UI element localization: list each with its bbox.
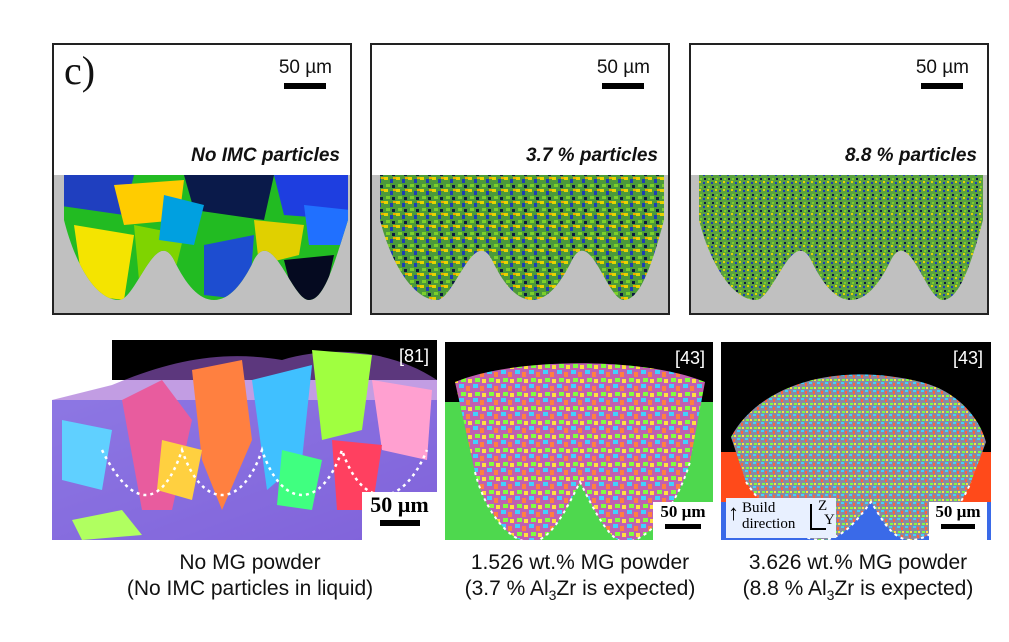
scale-bar: 50 µm [362,492,437,540]
caption-line2: (3.7 % Al3Zr is expected) [464,577,696,604]
scale-label: 50 µm [915,57,969,78]
scale-bar-line [941,524,975,529]
scale-bar: 50 µm [929,502,987,540]
axis-y-label: Y [824,512,835,528]
reference-label: [81] [398,346,429,366]
caption-line1: No MG powder [179,551,321,574]
scale-bar: 50 µm [653,502,713,540]
reference-label: [43] [674,348,705,368]
ebsd-map-no-mg: [81] 50 µm [52,340,437,540]
build-arrow-icon: ↑ [728,500,739,525]
scale-label: 50 µm [370,492,429,517]
scale-label: 50 µm [935,502,981,521]
sim-grain-map-finest [691,175,987,313]
caption-line1: 3.626 wt.% MG powder [748,551,968,574]
sim-grain-map-fine [372,175,668,313]
scale-bar-line [284,83,327,89]
build-direction-label: Build direction [742,500,796,532]
sim-grain-map-coarse [54,175,350,313]
axes-icon [810,504,826,530]
scale-label: 50 µm [596,57,650,78]
sim-panel-8-8: 50 µm 8.8 % particles [689,43,989,315]
scale-bar-line [379,520,420,526]
scale-bar-line [602,83,645,89]
caption-3-626: 3.626 wt.% MG powder (8.8 % Al3Zr is exp… [718,550,998,608]
scale-label: 50 µm [278,57,332,78]
scale-label: 50 µm [660,502,706,521]
sim-panel-no-imc: c) 50 µm No IMC particles [52,43,352,315]
scale-bar-line [921,83,964,89]
caption-no-mg: No MG powder (No IMC particles in liquid… [80,550,420,602]
caption-line1: 1.526 wt.% MG powder [470,551,690,574]
build-direction-legend: ↑ Build direction Z Y [726,498,836,538]
axis-z-label: Z [818,498,828,514]
reference-label: [43] [952,348,983,368]
caption-1-526: 1.526 wt.% MG powder (3.7 % Al3Zr is exp… [440,550,720,608]
scale-bar-line [665,524,701,529]
scale-bar: 50 µm [279,57,332,89]
caption-line2: (No IMC particles in liquid) [126,577,374,600]
panel-caption: 8.8 % particles [844,145,977,166]
scale-bar: 50 µm [597,57,650,89]
sim-panel-3-7: 50 µm 3.7 % particles [370,43,670,315]
scale-bar: 50 µm [916,57,969,89]
panel-caption: No IMC particles [191,145,340,166]
section-label-c: c) [64,48,96,93]
ebsd-map-1-526: [43] 50 µm [445,342,713,540]
caption-line2: (8.8 % Al3Zr is expected) [742,577,974,604]
panel-caption: 3.7 % particles [525,145,658,166]
